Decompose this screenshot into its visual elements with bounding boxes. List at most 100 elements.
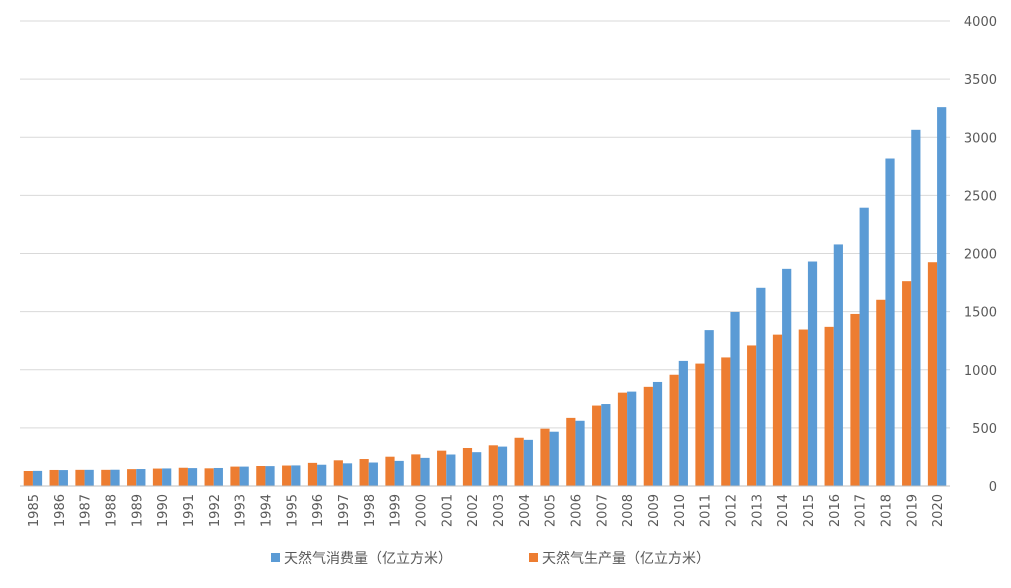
production-bar-2018 [876,299,886,486]
consumption-bar-1989 [136,469,146,486]
y-tick-label: 3500 [964,73,997,88]
x-tick-label: 1996 [311,494,326,527]
x-tick-label: 1997 [337,494,352,527]
x-tick-label: 2009 [647,494,662,527]
x-tick-label: 1988 [104,494,119,527]
production-bar-1987 [75,469,85,486]
production-bar-2019 [902,281,912,486]
x-tick-label: 2008 [621,494,636,527]
consumption-bar-2008 [627,391,637,486]
consumption-bar-2012 [730,311,740,486]
x-tick-label: 2014 [776,494,791,527]
production-bar-1998 [359,459,369,486]
legend-label: 天然气消费量（亿立方米） [284,550,452,567]
consumption-bar-1986 [58,470,68,486]
consumption-bar-2020 [937,107,947,486]
consumption-bar-2010 [678,360,688,486]
production-bar-2012 [721,357,731,486]
consumption-bar-2019 [911,129,921,486]
x-tick-label: 1998 [363,494,378,527]
production-bar-1996 [307,462,318,486]
consumption-bar-2000 [420,457,430,486]
production-bar-2013 [747,345,757,486]
x-tick-label: 1995 [285,494,300,527]
x-tick-label: 1993 [234,494,249,527]
gridlines [20,20,950,429]
production-bar-2007 [592,405,602,486]
x-tick-label: 2000 [414,494,429,527]
production-bar-2008 [617,392,628,486]
production-bar-2002 [462,447,473,486]
x-tick-label: 2001 [440,494,455,527]
production-bar-1991 [178,467,188,486]
consumption-bar-2014 [782,268,792,486]
x-tick-label: 2003 [492,494,507,527]
production-bar-2003 [488,445,498,486]
consumption-bar-1992 [213,467,223,486]
legend-label: 天然气生产量（亿立方米） [542,550,710,567]
production-bar-2014 [772,334,783,486]
production-bar-2020 [927,262,938,486]
production-bar-1986 [49,469,59,486]
bars [23,107,947,486]
production-bar-1992 [204,468,214,486]
legend: 天然气消费量（亿立方米） 天然气生产量（亿立方米） [271,550,710,567]
x-tick-label: 2007 [595,494,610,527]
consumption-bar-2006 [575,420,585,486]
consumption-bar-1988 [110,469,120,486]
x-tick-label: 1991 [182,494,197,527]
consumption-bar-1995 [291,465,301,486]
x-tick-label: 2020 [931,494,946,527]
consumption-bar-1993 [239,466,249,486]
x-tick-label: 2016 [828,494,843,527]
production-bar-2016 [824,326,834,486]
legend-swatch [271,553,280,562]
production-bar-1999 [385,456,395,486]
x-tick-label: 2013 [750,494,765,527]
x-tick-label: 1986 [53,494,68,527]
y-tick-label: 500 [972,422,997,437]
consumption-bar-1998 [368,462,378,486]
consumption-bar-1985 [32,470,43,486]
x-tick-label: 1992 [208,494,223,527]
legend-swatch [529,553,538,562]
consumption-bar-1990 [162,468,172,486]
production-bar-2005 [540,428,550,486]
consumption-bar-2016 [833,244,843,486]
production-bar-2009 [643,386,653,486]
consumption-bar-2009 [652,381,663,486]
x-tick-label: 1987 [79,494,94,527]
production-bar-1994 [256,466,266,486]
consumption-bar-2001 [446,454,456,486]
y-tick-label: 2000 [964,248,997,263]
production-bar-1990 [152,468,163,486]
x-tick-label: 2005 [544,494,559,527]
x-axis-tick-labels: 1985 1986 1987 1988 1989 1990 1991 1992 1993 1994… [27,494,946,527]
production-bar-1989 [127,469,137,486]
production-bar-2015 [798,329,808,486]
consumption-bar-2011 [704,330,714,486]
x-tick-label: 2015 [802,494,817,527]
x-tick-label: 1985 [27,494,42,527]
y-tick-label: 2500 [964,189,997,204]
consumption-bar-1997 [342,463,353,486]
production-bar-1985 [23,471,33,486]
production-bar-2010 [669,374,679,486]
production-bar-2004 [514,437,524,486]
x-tick-label: 2017 [854,494,869,527]
production-bar-2017 [850,313,860,486]
production-bar-2006 [566,417,576,486]
consumption-bar-2004 [523,439,533,486]
consumption-bar-2018 [885,158,895,486]
x-tick-label: 2019 [905,494,920,527]
consumption-bar-1996 [317,464,327,486]
y-tick-label: 0 [989,480,997,495]
consumption-bar-1999 [394,460,404,486]
consumption-bar-2005 [549,431,559,486]
x-tick-label: 1994 [259,494,274,527]
y-tick-label: 1500 [964,306,997,321]
consumption-bar-2015 [807,261,818,486]
y-axis-tick-labels: 0 500 1000 1500 2000 2500 3000 3500 4000 [964,15,997,495]
y-tick-label: 4000 [964,15,997,30]
